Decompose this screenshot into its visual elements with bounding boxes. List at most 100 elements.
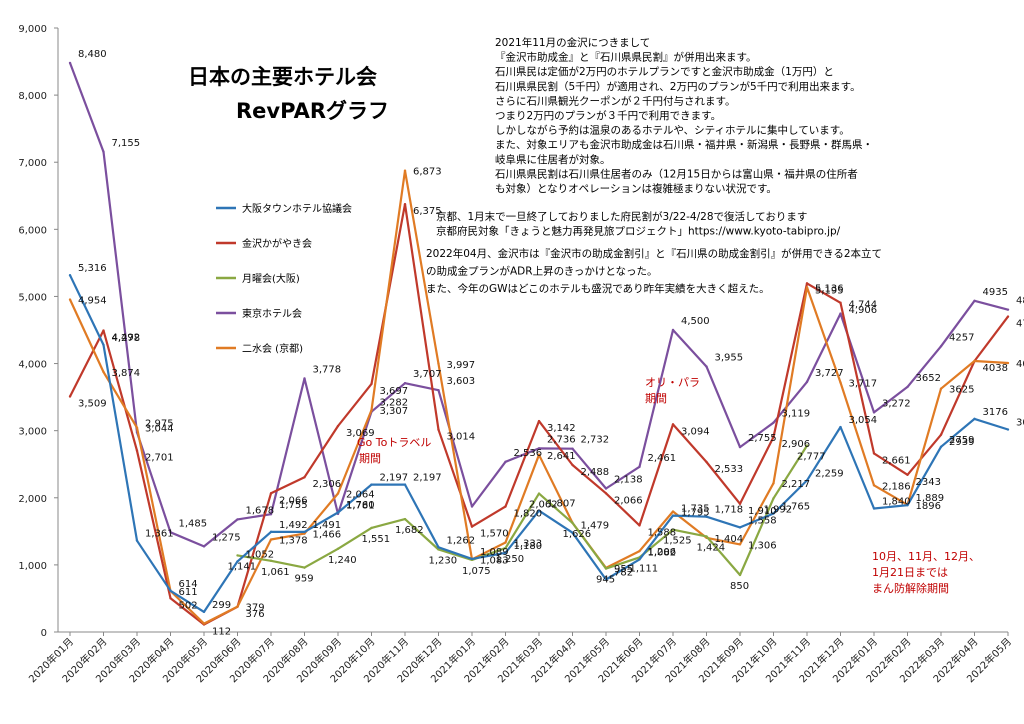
data-label: 4,500 xyxy=(681,316,710,327)
data-label: 2939 xyxy=(949,437,974,448)
series-point xyxy=(370,382,373,386)
y-tick-label: 0 xyxy=(41,628,47,639)
series-point xyxy=(638,524,641,527)
series-point xyxy=(135,449,139,452)
series-point xyxy=(470,557,474,561)
series-point xyxy=(269,538,273,541)
series-point xyxy=(705,460,708,464)
goto-period-annotation: Go Toトラベル 期間 xyxy=(357,436,431,465)
data-label: 3,717 xyxy=(849,379,878,390)
note-line: また、対象エリアも金沢市助成金は石川県・福井県・新潟県・長野県・群馬県・ xyxy=(495,138,873,151)
series-point xyxy=(839,381,842,384)
series-point xyxy=(738,543,742,546)
mambo-label-line3: まん防解除期間 xyxy=(872,581,949,595)
data-label: 6,873 xyxy=(413,167,442,178)
series-point xyxy=(437,428,440,431)
series-point xyxy=(939,445,943,449)
data-label: 3,727 xyxy=(815,368,844,379)
legend-label: 金沢かがやき会 xyxy=(242,237,312,250)
data-label: 1,479 xyxy=(581,521,610,532)
data-label: 2,701 xyxy=(145,453,174,464)
data-label: 3,778 xyxy=(313,364,342,375)
data-label: 379 xyxy=(246,603,265,614)
data-label: 2,736 xyxy=(547,434,576,445)
data-label: 112 xyxy=(212,626,231,637)
olympics-label-line2: 期間 xyxy=(645,392,667,405)
series-point xyxy=(571,463,574,467)
series-point xyxy=(705,535,708,538)
data-label: 2,641 xyxy=(547,451,576,462)
data-label: 1,525 xyxy=(663,536,692,547)
series-point xyxy=(1006,308,1010,311)
goto-label-line2: 期間 xyxy=(359,452,381,465)
series-point xyxy=(169,531,172,534)
series-point xyxy=(169,597,172,600)
series-point xyxy=(738,445,742,449)
data-label: 1,765 xyxy=(782,502,811,513)
series-point xyxy=(135,426,139,429)
data-label: 1,206 xyxy=(648,547,677,558)
data-label: 3,094 xyxy=(681,426,710,437)
series-point xyxy=(872,452,876,455)
series-point xyxy=(671,328,675,332)
series-point xyxy=(303,566,306,569)
data-label: 2,975 xyxy=(145,418,174,429)
data-label: 1,404 xyxy=(715,534,744,545)
series-point xyxy=(437,388,440,392)
series-point xyxy=(336,492,340,495)
series-point xyxy=(571,531,574,534)
y-tick-labels: 0 1,000 2,000 3,000 4,000 5,000 6,000 7,000 8,00… xyxy=(18,24,58,639)
data-label: 3652 xyxy=(916,373,941,384)
series-point xyxy=(537,453,541,456)
data-label: 1,570 xyxy=(480,529,509,540)
series-point xyxy=(102,150,105,154)
note-kanazawa: 2021年11月の金沢につきまして『金沢市助成金』と『石川県県民割』が併用出来ま… xyxy=(495,36,873,195)
data-label: 2,197 xyxy=(413,473,442,484)
data-label: 1,378 xyxy=(279,536,308,547)
series-point xyxy=(839,301,842,304)
data-label: 1896 xyxy=(916,501,941,512)
series-point xyxy=(269,492,273,495)
series-point xyxy=(68,395,72,398)
series-point xyxy=(269,559,273,562)
series-point xyxy=(504,546,507,550)
series-point xyxy=(236,605,239,608)
data-label: 4,278 xyxy=(112,333,141,344)
data-label: 2,755 xyxy=(748,433,777,444)
y-tick-label: 9,000 xyxy=(18,24,47,35)
olympics-period-annotation: オリ・パラ 期間 xyxy=(645,376,700,405)
series-point xyxy=(906,473,909,476)
series-point xyxy=(68,274,72,277)
note-line: 岐阜県に住居者が対象。 xyxy=(495,153,611,166)
data-label: 1,466 xyxy=(313,530,342,541)
series-point xyxy=(68,298,72,301)
data-label: 2,217 xyxy=(782,479,811,490)
axes xyxy=(57,28,1008,633)
series-point xyxy=(638,549,641,553)
data-label: 1,082 xyxy=(648,547,677,558)
goto-label-line1: Go Toトラベル xyxy=(357,436,431,449)
series-point xyxy=(772,482,775,485)
data-label: 1,682 xyxy=(395,525,424,536)
note-line: 京都府民対象「きょうと魅力再発見旅プロジェクト」https://www.kyot… xyxy=(436,225,841,238)
data-label: 1,781 xyxy=(346,500,375,511)
data-label: 850 xyxy=(730,581,749,592)
series-point xyxy=(202,545,206,548)
series-point xyxy=(303,377,306,380)
mambo-period-annotation: 10月、11月、12月、 1月21日までは まん防解除期間 xyxy=(872,550,980,595)
y-tick-label: 7,000 xyxy=(18,158,47,169)
data-label: 3,509 xyxy=(78,399,107,410)
series-point xyxy=(705,365,708,368)
data-label: 2,064 xyxy=(346,489,375,500)
data-label: 1,262 xyxy=(447,535,476,546)
series-point xyxy=(772,421,775,424)
data-label: 3,707 xyxy=(413,369,442,380)
data-label: 611 xyxy=(179,587,198,598)
data-label: 3,874 xyxy=(112,368,141,379)
series-point xyxy=(705,515,708,518)
data-label: 2,777 xyxy=(797,452,826,463)
data-label: 1,626 xyxy=(563,529,592,540)
data-label: 1,075 xyxy=(462,566,491,577)
data-label: 4257 xyxy=(949,332,974,343)
